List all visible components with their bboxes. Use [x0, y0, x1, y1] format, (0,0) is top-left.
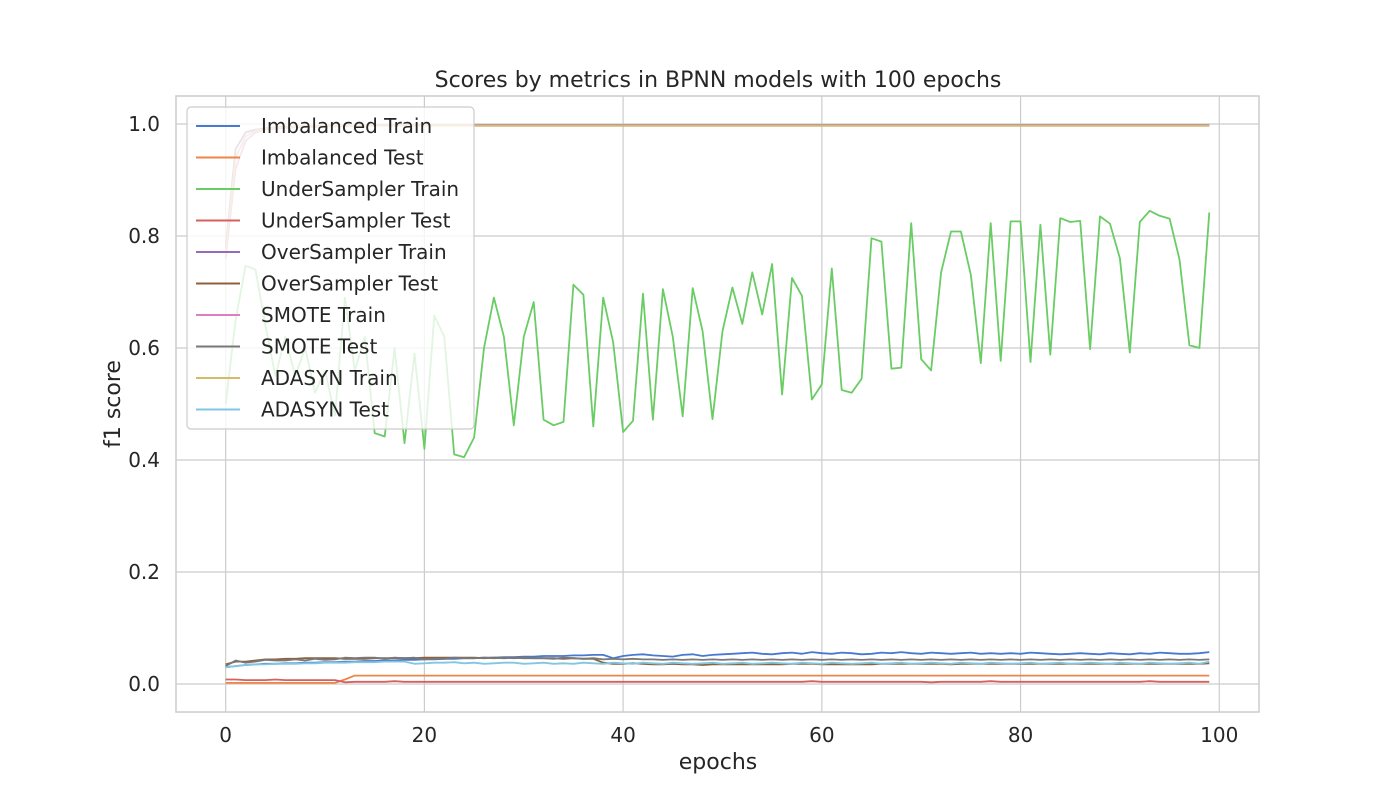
plot-frame	[175, 95, 1260, 713]
legend-label: ADASYN Test	[261, 398, 389, 422]
x-tick-labels: 0 20 40 60 80 100	[219, 723, 1238, 747]
series-line-undersampler-test	[225, 678, 1210, 684]
legend-label: UnderSampler Test	[261, 209, 451, 233]
legend-label: Imbalanced Test	[261, 146, 424, 170]
x-tick-label: 60	[809, 723, 834, 747]
y-tick-label: 0.6	[128, 336, 160, 360]
legend-label: SMOTE Train	[261, 303, 386, 327]
y-tick-label: 0.2	[128, 560, 160, 584]
legend-label: OverSampler Test	[261, 272, 438, 296]
y-tick-labels: 0.0 0.2 0.4 0.6 0.8 1.0	[128, 112, 160, 696]
y-tick-label: 0.0	[128, 672, 160, 696]
legend: Imbalanced Train Imbalanced Test UnderSamp…	[186, 106, 475, 430]
x-tick-label: 40	[610, 723, 635, 747]
legend-label: ADASYN Train	[261, 366, 398, 390]
y-tick-label: 1.0	[128, 112, 160, 136]
series-line-smote-test	[225, 656, 1210, 667]
chart-title: Scores by metrics in BPNN models with 10…	[435, 68, 1002, 93]
x-tick-label: 100	[1200, 723, 1238, 747]
legend-label: Imbalanced Train	[261, 114, 432, 138]
x-tick-label: 20	[412, 723, 437, 747]
legend-label: SMOTE Test	[261, 335, 377, 359]
y-tick-label: 0.4	[128, 448, 160, 472]
series-line-imbalanced-train	[225, 651, 1210, 669]
x-tick-label: 80	[1008, 723, 1033, 747]
y-tick-label: 0.8	[128, 224, 160, 248]
x-axis-label: epochs	[679, 750, 757, 775]
legend-label: UnderSampler Train	[261, 177, 459, 201]
legend-label: OverSampler Train	[261, 240, 447, 264]
series-line-imbalanced-test	[225, 674, 1210, 684]
legend-box	[186, 106, 475, 430]
y-axis-label: f1 score	[101, 360, 126, 448]
series-line-adasyn-test	[225, 660, 1210, 669]
x-tick-label: 0	[219, 723, 232, 747]
